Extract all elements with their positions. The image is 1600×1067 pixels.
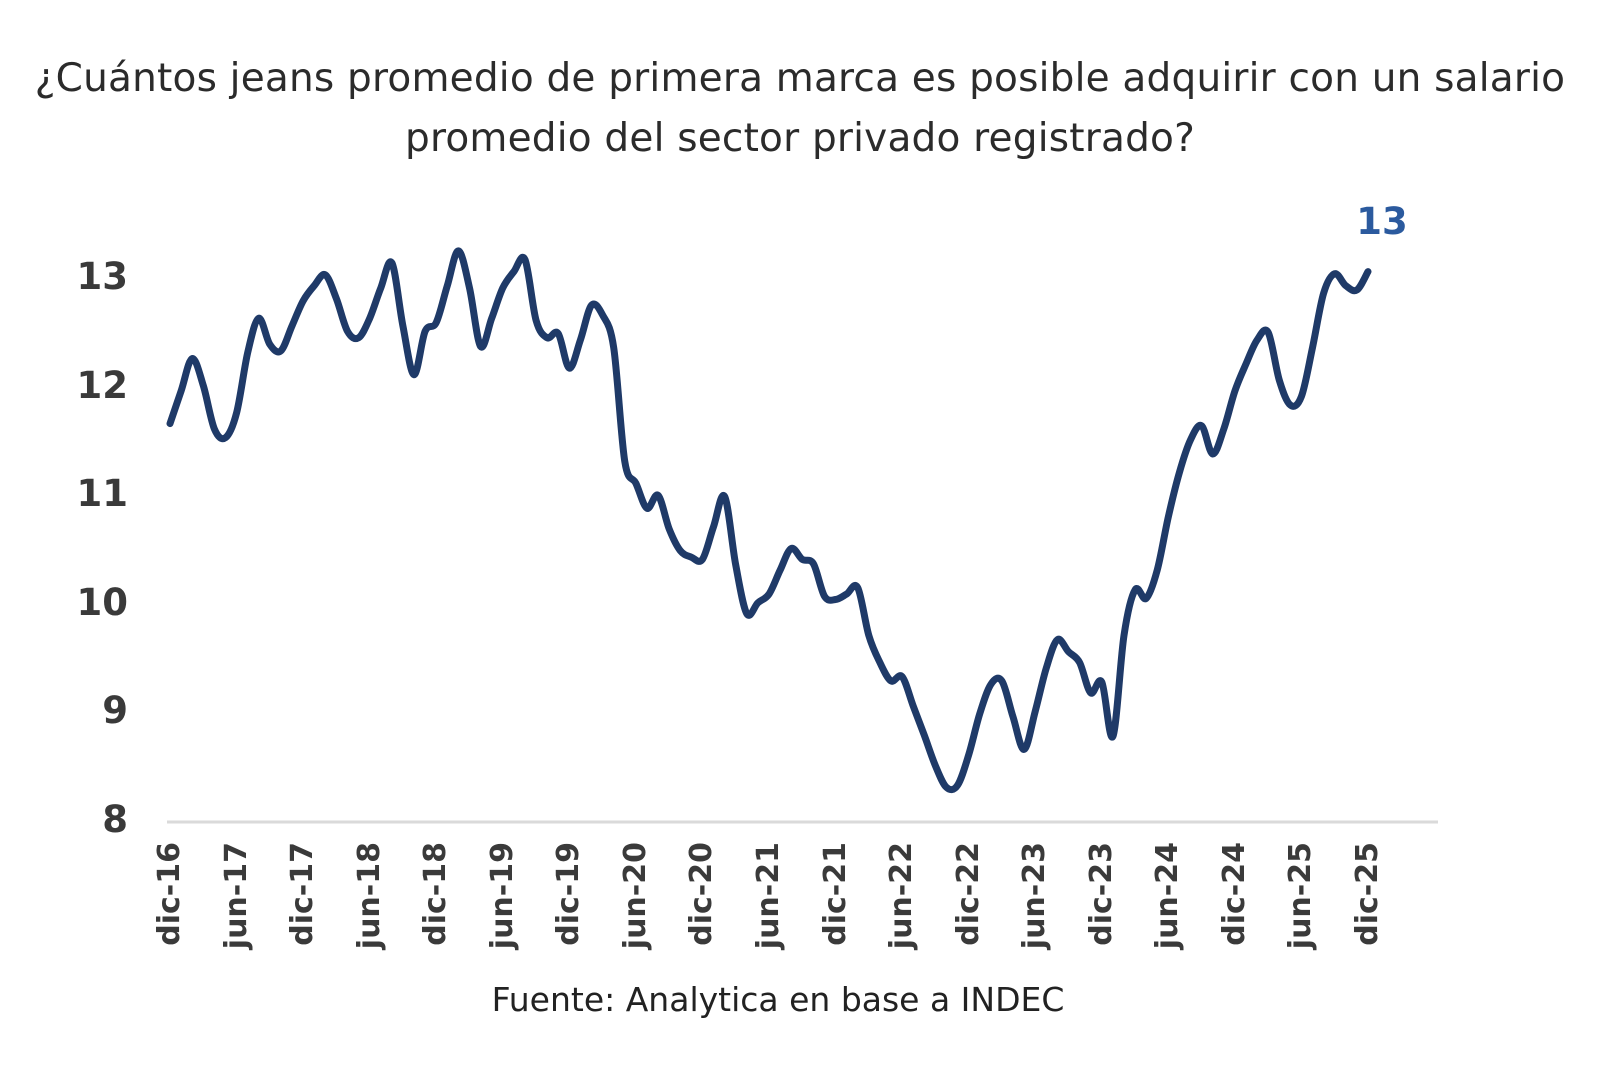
x-axis-tick-label: jun-23 (1017, 842, 1053, 950)
x-axis-tick-label: jun-25 (1283, 842, 1319, 950)
x-axis-tick-label: jun-20 (617, 842, 653, 950)
y-axis-tick-label: 13 (76, 255, 129, 298)
x-axis-tick-label: dic-22 (950, 842, 986, 946)
x-axis-tick-label: dic-24 (1216, 842, 1252, 946)
y-axis-tick-label: 12 (76, 363, 129, 407)
chart-title-line2: promedio del sector privado registrado? (405, 116, 1195, 161)
x-axis-tick-label: jun-24 (1150, 842, 1186, 950)
x-axis-tick-label: jun-18 (351, 842, 387, 950)
x-axis-tick-label: dic-18 (418, 842, 454, 946)
series-end-value-label: 13 (1356, 200, 1408, 243)
x-axis-tick-label: dic-17 (285, 842, 321, 946)
x-axis-tick-label: dic-23 (1083, 842, 1119, 946)
x-axis-tick-label: jun-21 (751, 842, 786, 950)
y-axis-tick-label: 10 (76, 580, 129, 624)
y-axis-tick-label: 9 (102, 689, 128, 733)
x-axis-tick-label: dic-20 (684, 842, 720, 946)
y-axis-tick-label: 11 (76, 472, 129, 516)
x-axis-tick-label: dic-16 (152, 842, 187, 946)
chart-title-line1: ¿Cuántos jeans promedio de primera marca… (34, 56, 1566, 101)
x-axis-tick-label: dic-19 (551, 842, 587, 946)
x-axis-tick-label: dic-21 (817, 842, 853, 946)
jeans-series-line (166, 247, 1372, 794)
x-axis-tick-label: jun-17 (218, 842, 254, 950)
y-axis-tick-label: 8 (102, 798, 128, 841)
source-caption: Fuente: Analytica en base a INDEC (491, 980, 1065, 1019)
x-axis-tick-label: jun-19 (484, 842, 520, 950)
x-axis-tick-label: dic-25 (1350, 842, 1385, 946)
x-axis-tick-label: jun-22 (884, 842, 920, 950)
